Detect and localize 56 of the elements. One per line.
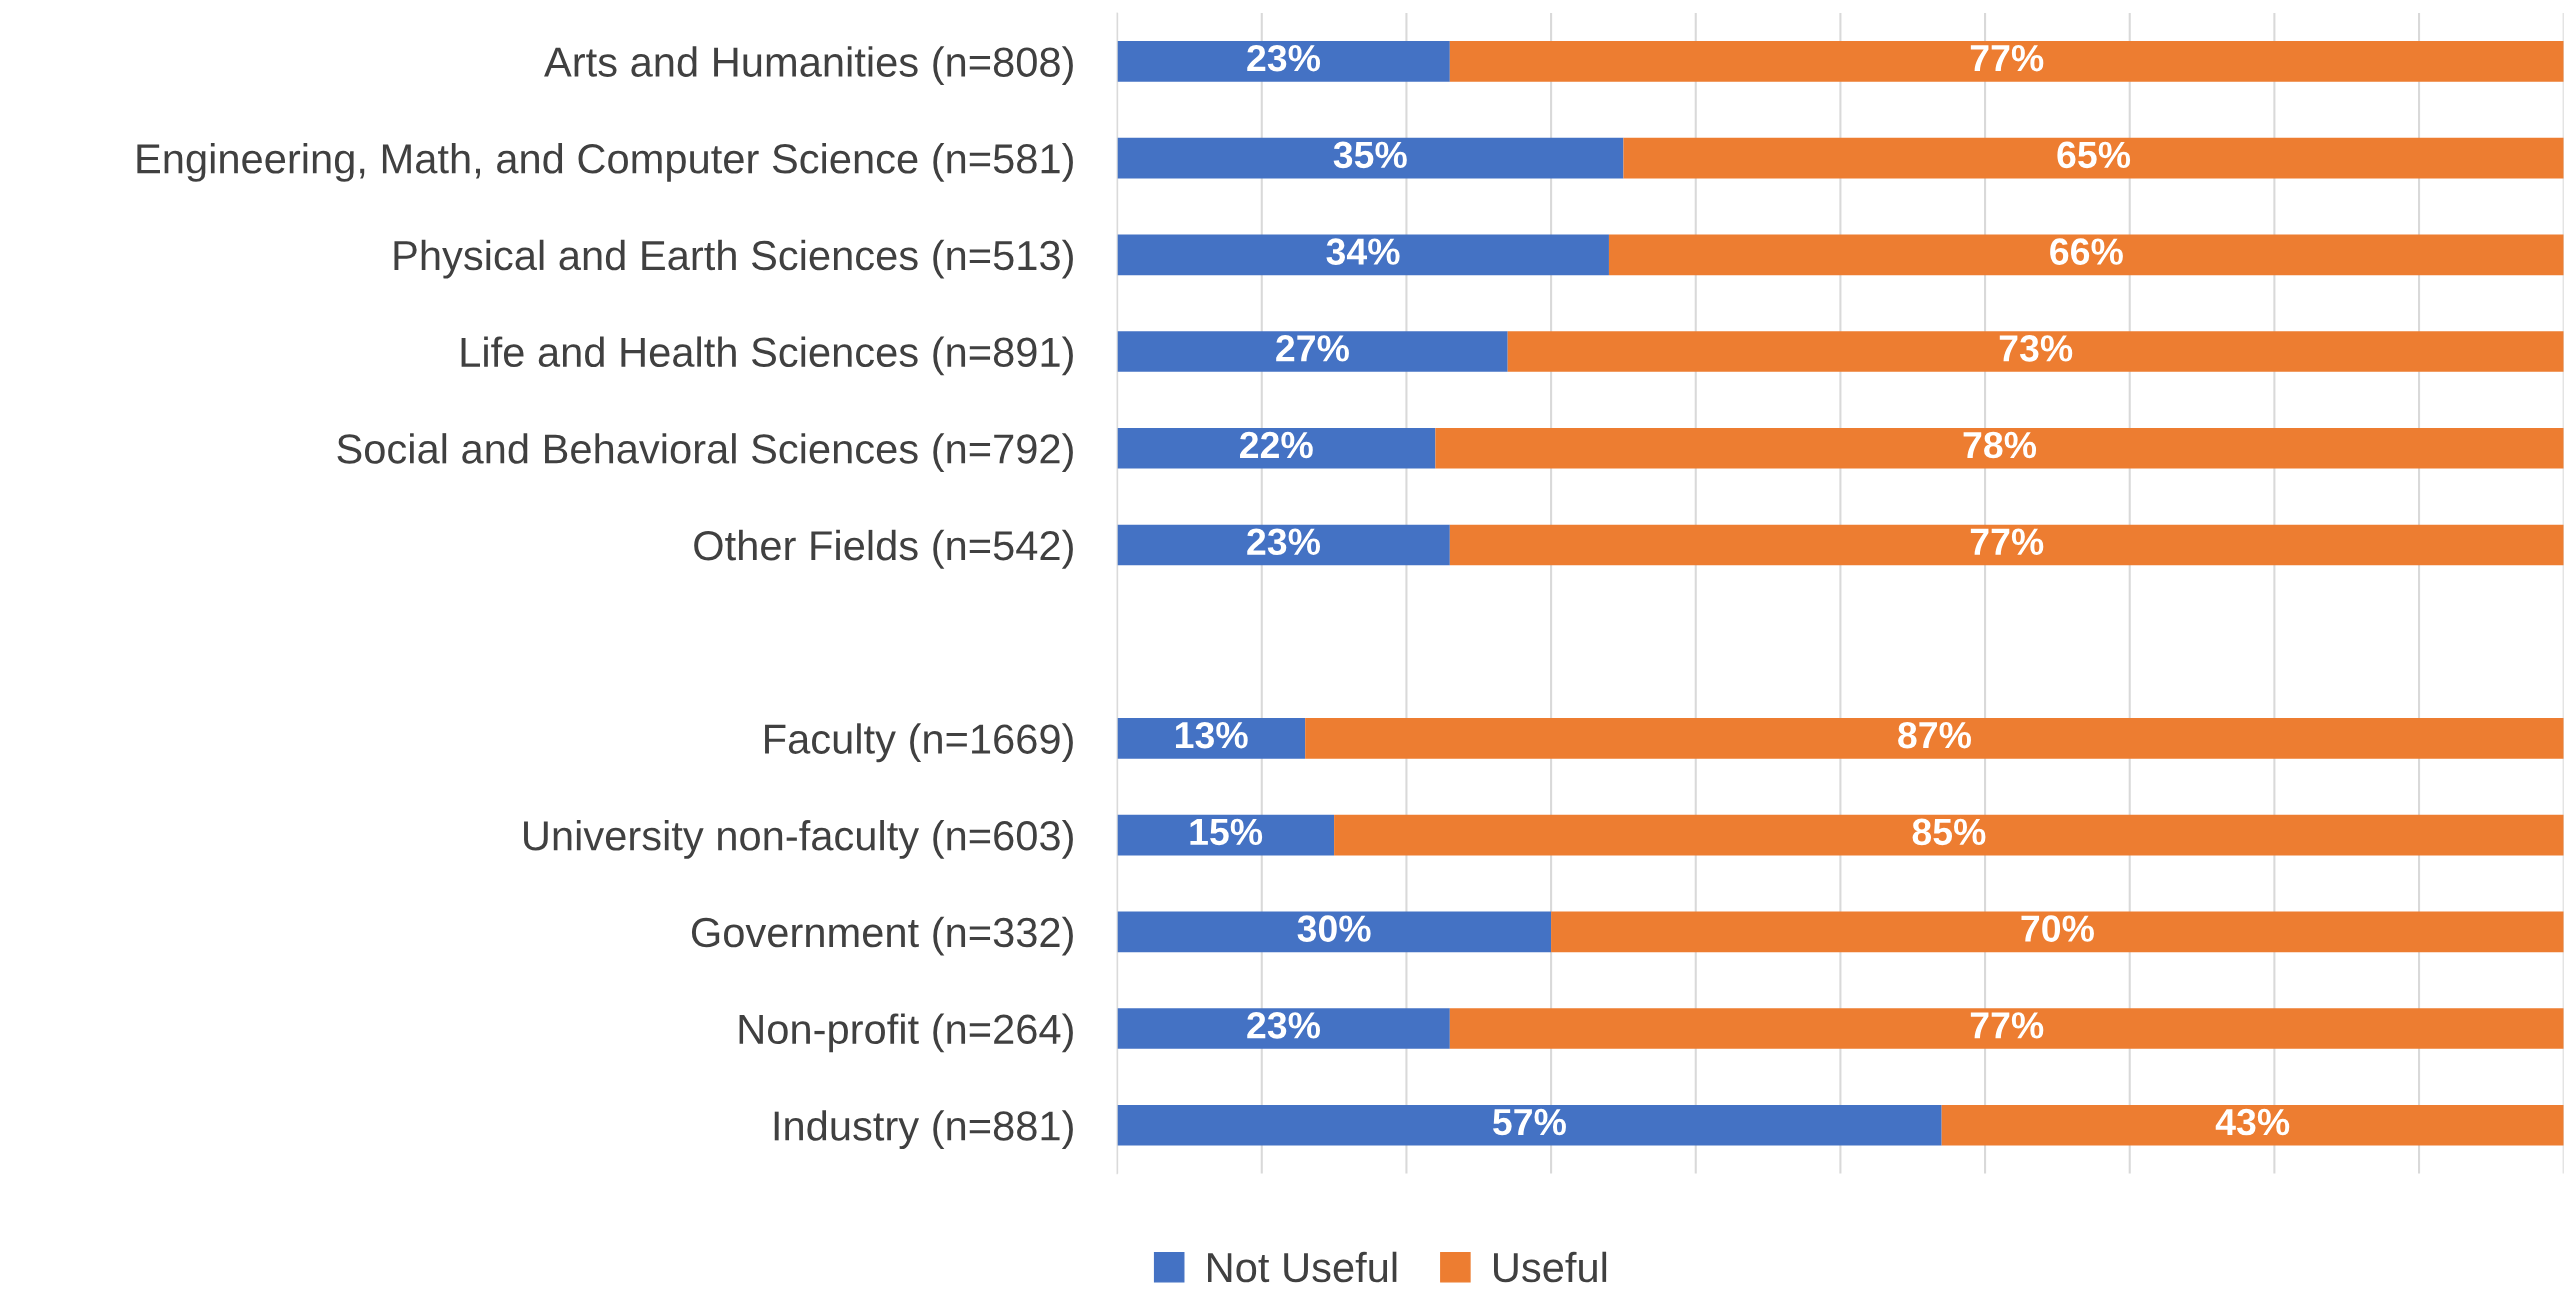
bar xyxy=(1305,718,2564,759)
data-label: 57% xyxy=(1493,1108,1566,1136)
bar xyxy=(1117,1104,1942,1146)
y-tick-label: Social and Behavioral Sciences (n=792) xyxy=(337,433,1073,472)
y-tick-label: Non-profit (n=264) xyxy=(739,1013,1073,1053)
data-label: 27% xyxy=(1276,335,1349,362)
y-tick-label: Arts and Humanities (n=808) xyxy=(544,46,1073,86)
data-label: 30% xyxy=(1297,915,1371,942)
y-tick-label: University non-faculty (n=603) xyxy=(524,820,1073,859)
legend-label: Useful xyxy=(1494,1251,1607,1283)
bar xyxy=(1117,234,1609,276)
bar xyxy=(1334,814,2564,856)
bar xyxy=(1449,41,2564,82)
bar xyxy=(1117,427,1436,469)
data-label: 87% xyxy=(1898,721,1971,749)
data-label: 13% xyxy=(1175,721,1248,749)
data-label: 70% xyxy=(2021,915,2094,942)
y-tick-label: Faculty (n=1669) xyxy=(765,723,1073,763)
bar xyxy=(1117,137,1624,179)
data-label: 23% xyxy=(1247,44,1321,72)
bar xyxy=(1449,1008,2564,1049)
bar xyxy=(1551,911,2564,953)
data-label: 34% xyxy=(1326,238,1400,265)
data-label: 66% xyxy=(2050,238,2123,265)
y-tick-label: Other Fields (n=542) xyxy=(694,529,1073,569)
data-label: 77% xyxy=(1970,1012,2044,1039)
bar xyxy=(1941,1104,2564,1146)
data-label: 35% xyxy=(1333,141,1407,169)
data-label: 77% xyxy=(1970,45,2044,72)
data-label: 85% xyxy=(1912,818,1986,846)
bar xyxy=(1117,331,1508,372)
bar xyxy=(1117,1008,1450,1049)
data-label: 78% xyxy=(1963,431,2037,459)
data-label: 65% xyxy=(2057,141,2131,169)
data-label: 73% xyxy=(1999,335,2073,362)
bar xyxy=(1435,427,2564,469)
bar xyxy=(1117,41,1450,82)
bar xyxy=(1117,718,1306,759)
bar xyxy=(1623,137,2564,179)
bar xyxy=(1608,234,2564,276)
data-label: 43% xyxy=(2215,1108,2290,1136)
data-label: 23% xyxy=(1247,528,1321,556)
legend-label: Not Useful xyxy=(1208,1251,1397,1283)
bar xyxy=(1117,911,1552,953)
data-label: 23% xyxy=(1247,1012,1321,1039)
data-label: 22% xyxy=(1240,431,1313,459)
y-tick-label: Life and Health Sciences (n=891) xyxy=(461,336,1073,376)
y-tick-label: Government (n=332) xyxy=(691,916,1073,956)
bar xyxy=(1449,524,2564,566)
bar xyxy=(1117,524,1450,566)
data-label: 77% xyxy=(1970,528,2044,555)
bar xyxy=(1507,331,2564,372)
y-tick-label: Engineering, Math, and Computer Science (n=581) xyxy=(137,143,1073,182)
y-tick-label: Industry (n=881) xyxy=(774,1110,1073,1149)
data-label: 15% xyxy=(1190,818,1263,846)
y-tick-label: Physical and Earth Sciences (n=513) xyxy=(394,239,1073,279)
